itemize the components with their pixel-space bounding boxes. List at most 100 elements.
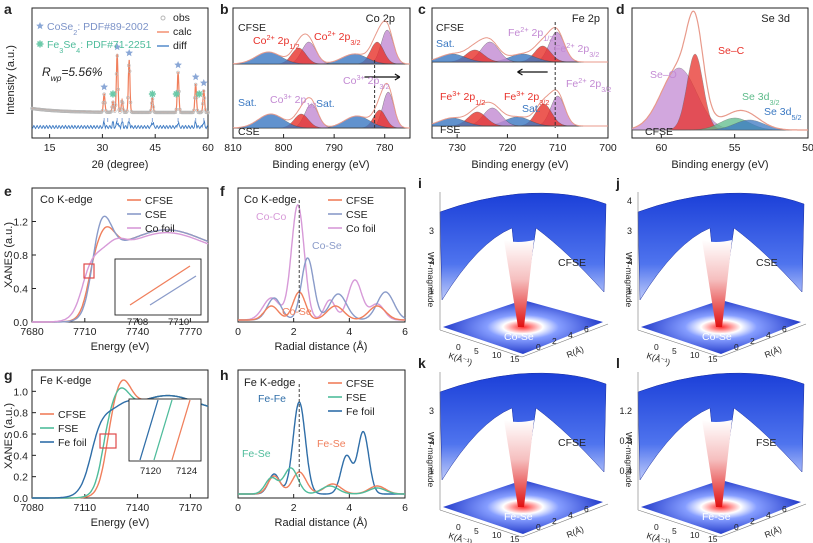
inset-fse	[153, 399, 173, 461]
label-span: 2+	[520, 25, 528, 34]
label-co2-2p12: Co2+ 2p1/2	[253, 33, 300, 51]
obs-point	[125, 109, 129, 113]
label-span: Co	[343, 75, 357, 87]
wt-k-tick: 15	[510, 354, 520, 364]
cse-curve	[238, 257, 406, 321]
envelope-curve	[233, 82, 410, 129]
wt-z-tick: 3	[429, 226, 434, 236]
label-co2-2p32: Co2+ 2p3/2	[314, 29, 361, 47]
label-fe-fe: Fe-Fe	[258, 393, 286, 405]
obs-point	[206, 110, 210, 115]
axes-frame	[31, 7, 209, 139]
x-tick-label: 730	[448, 142, 466, 154]
label-span: 2p	[292, 94, 307, 106]
label-span: 3/2	[379, 82, 389, 91]
label-span: 2+	[266, 33, 274, 42]
label-se-o: Se–O	[650, 69, 677, 81]
panel-letter-e: e	[4, 183, 12, 199]
y-tick-label: 0.6	[13, 429, 28, 441]
x-tick-label: 720	[499, 142, 517, 154]
legend-label: FSE	[346, 392, 366, 404]
x-tick-label: 7140	[126, 502, 150, 514]
cose2-star	[113, 43, 121, 51]
x-tick-label: 6	[402, 502, 408, 514]
x-tick-label: 60	[202, 142, 214, 154]
wt-z-label: WT-magnitude	[426, 432, 436, 488]
label-span: 2+	[327, 29, 335, 38]
obs-point	[126, 95, 130, 100]
obs-point	[193, 96, 197, 100]
panel-letter-b: b	[220, 1, 229, 17]
inset-tick: 7120	[140, 466, 161, 477]
wt-r-tick: 4	[568, 510, 573, 520]
panel-title: Co K-edge	[40, 194, 93, 206]
x-axis-title: Energy (eV)	[91, 517, 150, 529]
legend-label: Co foil	[145, 223, 175, 235]
panel-title: Co 2p	[366, 13, 395, 25]
envelope-curve	[431, 27, 608, 63]
x-tick-label: 60	[655, 142, 667, 154]
wt-z-tick: 1	[627, 286, 632, 296]
x-tick-label: 6	[402, 326, 408, 338]
obs-point	[174, 107, 179, 112]
wt-z-tick: 0.8	[619, 436, 632, 446]
inset-frame	[128, 398, 202, 462]
obs-point	[176, 70, 180, 75]
wt-r-label: R(Å)	[565, 524, 585, 540]
x-axis-title: Binding energy (eV)	[272, 159, 369, 171]
cfse-curve	[238, 291, 405, 321]
fe3se4-marker	[173, 90, 180, 98]
x-tick-label: 810	[224, 142, 242, 154]
y-tick-label: 1.2	[13, 217, 28, 229]
legend-star-cose2	[36, 22, 44, 30]
label-se-3d32: Se 3d3/2	[742, 91, 780, 107]
wt-title: CFSE	[558, 257, 586, 269]
label-fe-se-cfse: Fe-Se	[317, 438, 346, 450]
x-tick-label: 7080	[20, 502, 44, 514]
label-span: : PDF#89-2002	[77, 21, 148, 33]
wt-r-tick: 0	[734, 342, 739, 352]
wt-k-tick: 15	[708, 354, 718, 364]
cose2-star	[200, 79, 208, 87]
label-span: 1/2	[475, 98, 485, 107]
label-span: : PDF#71-2251	[80, 39, 151, 51]
wt-k-tick: 5	[672, 346, 677, 356]
legend-marker-fe3se4	[36, 40, 44, 48]
y-tick-label: 0.8	[13, 250, 28, 262]
y-axis-title: Intensity (a.u.)	[5, 45, 17, 115]
wt-k-tick: 5	[474, 526, 479, 536]
wt-k-label: K(Å⁻¹)	[645, 530, 671, 543]
label-span: Fe	[508, 27, 520, 39]
inset-tick: 7124	[176, 466, 197, 477]
legend-obs-marker	[160, 15, 166, 21]
label-span: Co	[253, 35, 267, 47]
inset-cfse	[171, 399, 191, 461]
label-span: Fe	[554, 43, 566, 55]
obs-point	[127, 69, 132, 73]
wt-axis	[439, 329, 523, 358]
label-span: 1/2	[289, 42, 299, 51]
obs-point	[149, 109, 153, 113]
label-span: 2	[73, 28, 77, 37]
wt-r-label: R(Å)	[763, 344, 783, 360]
obs-point	[173, 110, 178, 115]
wt-z-tick: 4	[627, 196, 632, 206]
wt-r-tick: 2	[750, 336, 755, 346]
panel-letter-d: d	[616, 1, 625, 17]
legend-label: CSE	[145, 209, 167, 221]
label-co3-2p12: Co3+ 2p1/2	[270, 92, 317, 110]
label-span: 2p	[575, 43, 590, 55]
wt-r-tick: 0	[536, 522, 541, 532]
x-axis-title: Binding energy (eV)	[671, 159, 768, 171]
wt-axis	[719, 323, 807, 358]
wt-k-tick: 10	[690, 530, 700, 540]
label-span: 4	[76, 46, 80, 55]
label-fe2-2p32-lower: Fe2+ 2p3/2	[566, 76, 611, 94]
wt-k-tick: 0	[456, 522, 461, 532]
fse-curve	[238, 467, 405, 495]
fe3se4-marker	[109, 90, 116, 98]
label-se-3d52: Se 3d5/2	[764, 106, 802, 122]
x-tick-label: 800	[275, 142, 293, 154]
label-cse: CSE	[238, 126, 260, 138]
label-span: 2p	[587, 78, 602, 90]
